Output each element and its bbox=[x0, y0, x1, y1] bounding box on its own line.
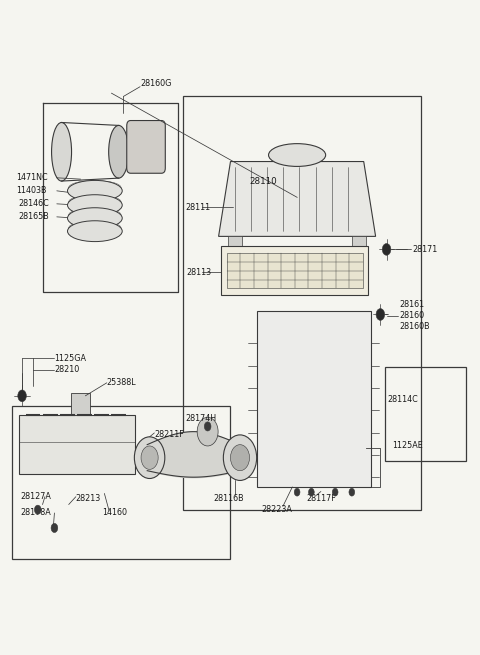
Circle shape bbox=[376, 309, 384, 320]
Circle shape bbox=[197, 417, 218, 446]
Ellipse shape bbox=[108, 125, 129, 178]
Text: 28223A: 28223A bbox=[262, 505, 292, 514]
Text: 28146C: 28146C bbox=[19, 199, 49, 208]
Ellipse shape bbox=[68, 195, 122, 215]
Circle shape bbox=[134, 437, 165, 479]
Text: 1471NC: 1471NC bbox=[16, 174, 48, 182]
Bar bbox=[352, 236, 366, 253]
Text: 1125GA: 1125GA bbox=[54, 354, 86, 363]
Text: 28174H: 28174H bbox=[185, 414, 216, 423]
Ellipse shape bbox=[268, 143, 325, 166]
Ellipse shape bbox=[68, 208, 122, 229]
Bar bbox=[257, 311, 371, 487]
Text: 28211F: 28211F bbox=[155, 430, 184, 440]
Text: 28160B: 28160B bbox=[399, 322, 430, 331]
Text: 28160: 28160 bbox=[399, 311, 424, 320]
Text: 28116B: 28116B bbox=[214, 493, 244, 502]
Text: 14160: 14160 bbox=[102, 508, 127, 517]
Circle shape bbox=[382, 244, 391, 255]
Bar bbox=[227, 253, 363, 288]
Circle shape bbox=[230, 445, 250, 471]
Circle shape bbox=[294, 488, 300, 496]
Ellipse shape bbox=[51, 122, 72, 181]
Text: 28113: 28113 bbox=[187, 268, 212, 276]
Text: 28165B: 28165B bbox=[19, 212, 49, 221]
Bar bbox=[228, 236, 242, 253]
Circle shape bbox=[309, 488, 314, 496]
Text: 28114C: 28114C bbox=[387, 394, 418, 403]
Bar bbox=[221, 246, 369, 295]
Circle shape bbox=[18, 390, 26, 402]
Text: 28117F: 28117F bbox=[307, 493, 336, 502]
Text: 28110: 28110 bbox=[250, 177, 277, 185]
Text: 28161: 28161 bbox=[399, 300, 424, 309]
Bar bbox=[385, 367, 466, 461]
Circle shape bbox=[35, 505, 41, 514]
Ellipse shape bbox=[68, 180, 122, 201]
Bar bbox=[71, 392, 90, 415]
Text: 11403B: 11403B bbox=[16, 186, 47, 195]
Text: 28160G: 28160G bbox=[140, 79, 171, 88]
Text: 28213: 28213 bbox=[76, 493, 101, 502]
Ellipse shape bbox=[68, 221, 122, 242]
Text: 28111: 28111 bbox=[185, 202, 210, 212]
Text: 1125AE: 1125AE bbox=[392, 441, 423, 451]
Text: 28171: 28171 bbox=[412, 245, 437, 254]
Bar bbox=[19, 415, 135, 474]
Circle shape bbox=[223, 435, 257, 481]
Text: 28210: 28210 bbox=[54, 365, 80, 374]
Bar bbox=[12, 405, 230, 559]
FancyBboxPatch shape bbox=[127, 121, 165, 174]
Circle shape bbox=[204, 422, 211, 431]
Circle shape bbox=[349, 488, 355, 496]
Circle shape bbox=[141, 446, 158, 470]
Circle shape bbox=[332, 488, 338, 496]
Text: 25388L: 25388L bbox=[107, 379, 136, 387]
Polygon shape bbox=[218, 162, 376, 236]
Circle shape bbox=[51, 523, 58, 533]
Bar bbox=[183, 96, 421, 510]
Text: 28178A: 28178A bbox=[20, 508, 51, 517]
Text: 28127A: 28127A bbox=[20, 492, 51, 501]
